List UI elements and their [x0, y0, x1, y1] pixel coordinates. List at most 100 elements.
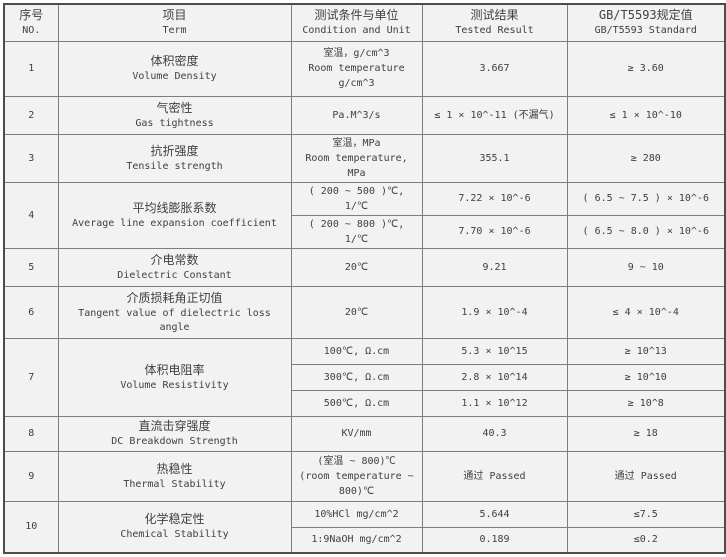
- col-header-no: 序号 NO.: [3, 3, 59, 42]
- result-cell: 5.3 × 10^15: [421, 337, 568, 365]
- table-row: 7 体积电阻率 Volume Resistivity 100℃, Ω.cm 5.…: [3, 337, 726, 417]
- term-zh: 介质损耗角正切值: [126, 290, 223, 305]
- table-row: 5 介电常数 Dielectric Constant 20℃ 9.21 9 ~ …: [3, 247, 726, 287]
- result-cell: 3.667: [421, 40, 568, 97]
- standard-cell: ≥ 3.60: [566, 40, 726, 97]
- col-header-term-en: Term: [162, 25, 187, 37]
- no-cell: 8: [3, 415, 59, 452]
- condition-line: 20℃: [344, 261, 369, 273]
- standard-cell: ≥ 18: [566, 415, 726, 452]
- standard-cell: 通过 Passed: [566, 450, 726, 502]
- result-value: 通过 Passed: [463, 470, 526, 482]
- condition-line: Room temperature: [308, 63, 405, 74]
- col-header-term-zh: 项目: [162, 8, 187, 23]
- condition-cell: 500℃, Ω.cm: [290, 389, 423, 417]
- result-cell: 7.70 × 10^-6: [421, 214, 568, 249]
- col-header-term: 项目 Term: [57, 3, 292, 42]
- result-cell: 9.21: [421, 247, 568, 287]
- result-value: 355.1: [479, 152, 510, 164]
- col-header-result: 测试结果 Tested Result: [421, 3, 568, 42]
- result-cell: 通过 Passed: [421, 450, 568, 502]
- no-cell: 5: [3, 247, 59, 287]
- result-cell: ≤ 1 × 10^-11 (不漏气): [421, 95, 568, 135]
- spec-table: 序号 NO. 项目 Term 测试条件与单位 Condition and Uni…: [3, 3, 726, 554]
- no-value: 7: [28, 371, 35, 383]
- term-zh: 介电常数: [150, 252, 199, 267]
- no-value: 6: [28, 306, 35, 318]
- table-row: 2 气密性 Gas tightness Pa.M^3/s ≤ 1 × 10^-1…: [3, 95, 726, 135]
- no-value: 2: [28, 109, 35, 121]
- standard-value: ≥ 18: [633, 428, 658, 439]
- term-en: Gas tightness: [135, 117, 214, 129]
- no-value: 4: [28, 209, 35, 221]
- term-zh: 化学稳定性: [144, 512, 205, 527]
- standard-cell: ≥ 10^13: [566, 337, 726, 365]
- no-cell: 4: [3, 181, 59, 249]
- result-value: 7.22 × 10^-6: [458, 193, 531, 204]
- term-en: Dielectric Constant: [117, 269, 232, 281]
- standard-cell: 9 ~ 10: [566, 247, 726, 287]
- condition-line: KV/mm: [341, 428, 372, 439]
- term-zh: 直流击穿强度: [138, 419, 211, 433]
- no-cell: 7: [3, 337, 59, 417]
- col-header-condition: 测试条件与单位 Condition and Unit: [290, 3, 423, 42]
- standard-value: ( 6.5 ~ 8.0 ) × 10^-6: [582, 226, 709, 237]
- result-cell: 2.8 × 10^14: [421, 363, 568, 391]
- table-row: 10 化学稳定性 Chemical Stability 10%HCl mg/cm…: [3, 500, 726, 554]
- no-cell: 2: [3, 95, 59, 135]
- term-cell: 热稳性 Thermal Stability: [57, 450, 292, 502]
- no-value: 5: [28, 261, 35, 273]
- result-value: 5.3 × 10^15: [461, 345, 528, 357]
- term-cell: 抗折强度 Tensile strength: [57, 133, 292, 183]
- standard-cell: ( 6.5 ~ 8.0 ) × 10^-6: [566, 214, 726, 249]
- condition-line: 室温，g/cm^3: [323, 48, 390, 59]
- standard-value: ≥ 10^10: [624, 371, 667, 383]
- col-header-no-en: NO.: [22, 25, 41, 37]
- condition-cell: 1:9NaOH mg/cm^2: [290, 526, 423, 554]
- table-row: 1 体积密度 Volume Density 室温，g/cm^3 Room tem…: [3, 40, 726, 97]
- no-value: 1: [28, 63, 35, 74]
- standard-cell: ≤0.2: [566, 526, 726, 554]
- no-value: 9: [28, 470, 35, 482]
- no-cell: 1: [3, 40, 59, 97]
- standard-cell: ≤ 1 × 10^-10: [566, 95, 726, 135]
- term-zh: 体积电阻率: [144, 362, 205, 377]
- term-zh: 气密性: [156, 100, 193, 115]
- condition-cell: 20℃: [290, 285, 423, 339]
- condition-line: 100℃, Ω.cm: [323, 345, 390, 357]
- condition-cell: 300℃, Ω.cm: [290, 363, 423, 391]
- term-en: Volume Resistivity: [120, 379, 229, 391]
- condition-cell: 100℃, Ω.cm: [290, 337, 423, 365]
- term-cell: 直流击穿强度 DC Breakdown Strength: [57, 415, 292, 452]
- result-value: 5.644: [479, 508, 510, 520]
- col-header-result-en: Tested Result: [455, 25, 534, 37]
- table-row: 500℃, Ω.cm 1.1 × 10^12 ≥ 10^8: [4, 389, 726, 417]
- col-header-standard-zh: GB/T5593规定值: [598, 8, 693, 23]
- standard-value: 通过 Passed: [614, 470, 677, 482]
- table-row: 3 抗折强度 Tensile strength 室温，MPa Room temp…: [3, 133, 726, 183]
- condition-line: ( 200 ~ 800 )℃, 1/℃: [308, 218, 405, 245]
- term-en: Tangent value of dielectric loss angle: [78, 307, 271, 333]
- term-en: Tensile strength: [126, 160, 223, 172]
- standard-cell: ≤ 4 × 10^-4: [566, 285, 726, 339]
- result-cell: 1.9 × 10^-4: [421, 285, 568, 339]
- term-en: Average line expansion coefficient: [72, 217, 277, 229]
- result-value: 9.21: [482, 261, 507, 273]
- condition-cell: 室温，g/cm^3 Room temperature g/cm^3: [290, 40, 423, 97]
- standard-value: ≥ 280: [630, 152, 661, 164]
- term-cell: 介电常数 Dielectric Constant: [57, 247, 292, 287]
- no-cell: 6: [3, 285, 59, 339]
- term-cell: 体积密度 Volume Density: [57, 40, 292, 97]
- result-value: 3.667: [479, 63, 510, 74]
- term-cell: 体积电阻率 Volume Resistivity: [57, 337, 292, 417]
- standard-value: 9 ~ 10: [627, 261, 664, 273]
- result-cell: 40.3: [421, 415, 568, 452]
- term-zh: 抗折强度: [150, 143, 199, 158]
- standard-value: ≤ 1 × 10^-10: [609, 109, 682, 121]
- no-value: 8: [28, 428, 35, 439]
- col-header-condition-en: Condition and Unit: [302, 25, 411, 37]
- standard-cell: ( 6.5 ~ 7.5 ) × 10^-6: [566, 181, 726, 216]
- condition-line: (室温 ~ 800)℃: [317, 455, 396, 467]
- col-header-standard: GB/T5593规定值 GB/T5593 Standard: [566, 3, 726, 42]
- condition-line: 800)℃: [338, 485, 375, 497]
